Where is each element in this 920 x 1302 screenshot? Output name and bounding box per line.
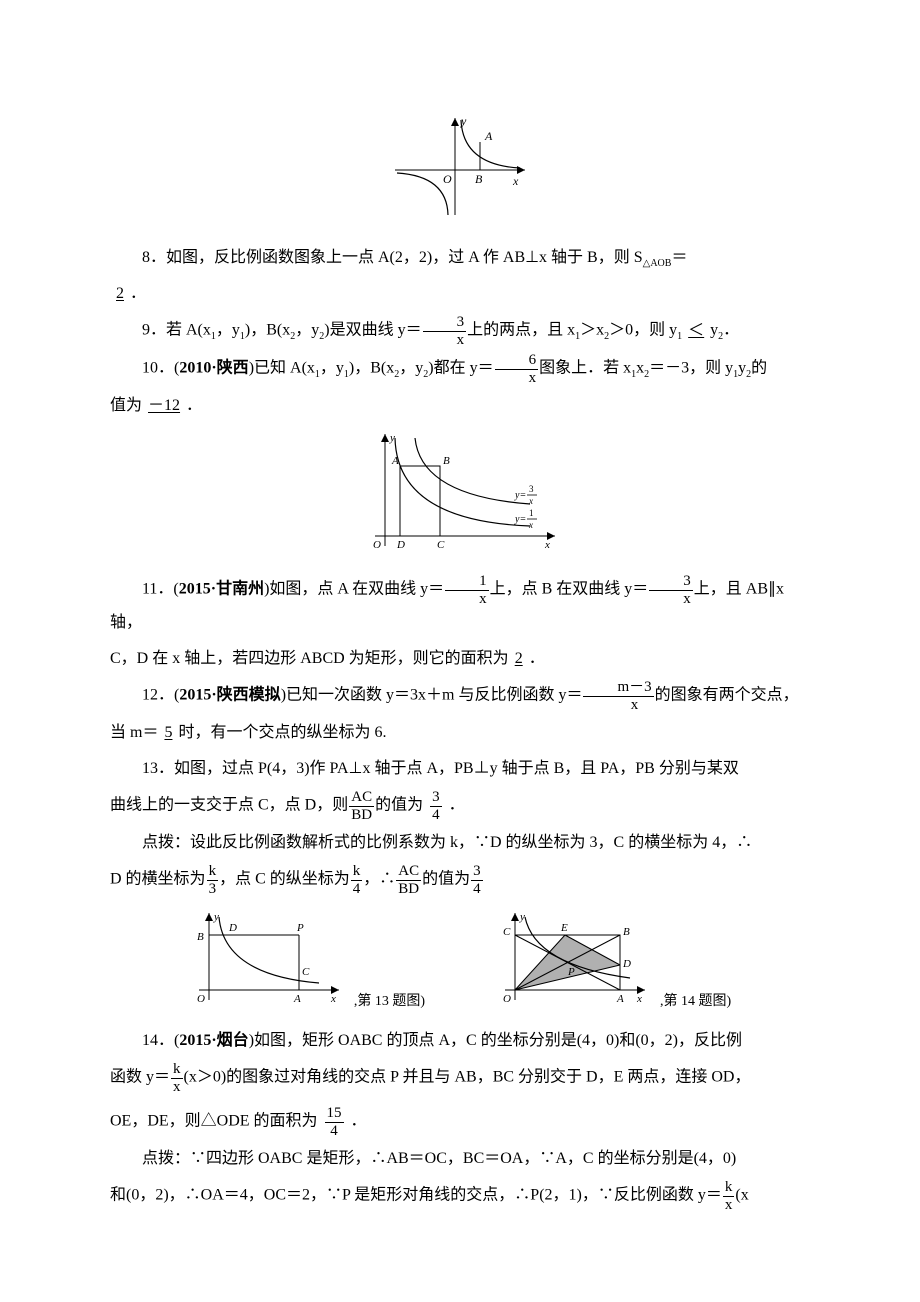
svg-text:x: x bbox=[528, 496, 533, 506]
question-8: 8．如图，反比例函数图象上一点 A(2，2)，过 A 作 AB⊥x 轴于 B，则… bbox=[110, 242, 810, 274]
question-14-line2: 函数 y＝kx(x＞0)的图象过对角线的交点 P 并且与 AB，BC 分别交于 … bbox=[110, 1061, 810, 1095]
svg-text:y=: y= bbox=[514, 514, 526, 525]
svg-text:B: B bbox=[443, 455, 450, 467]
fig8-label-x: x bbox=[512, 174, 519, 188]
fig8-label-O: O bbox=[443, 172, 452, 186]
q8-answer: 2 bbox=[110, 285, 130, 302]
q14-answer: 154 bbox=[318, 1113, 351, 1130]
q11-line2: C，D 在 x 轴上，若四边形 ABCD 为矩形，则它的面积为2． bbox=[110, 643, 810, 675]
svg-text:P: P bbox=[567, 966, 575, 978]
svg-text:y: y bbox=[519, 911, 525, 923]
question-13-hint1: 点拨：设此反比例函数解析式的比例系数为 k，∵D 的纵坐标为 3，C 的横坐标为… bbox=[110, 827, 810, 859]
svg-text:C: C bbox=[437, 539, 445, 551]
question-12: 12．(2015·陕西模拟)已知一次函数 y＝3x＋m 与反比例函数 y＝m－3… bbox=[110, 679, 810, 713]
fig13-caption: ,第 13 题图) bbox=[354, 994, 425, 1009]
fig8-label-A: A bbox=[484, 129, 493, 143]
page: A O B x y 8．如图，反比例函数图象上一点 A(2，2)，过 A 作 A… bbox=[0, 0, 920, 1302]
svg-text:x: x bbox=[528, 520, 533, 530]
svg-text:x: x bbox=[330, 993, 336, 1005]
question-10: 10．(2010·陕西)已知 A(x1，y1)，B(x2，y2)都在 y＝6x图… bbox=[110, 352, 810, 386]
question-11: 11．(2015·甘南州)如图，点 A 在双曲线 y＝1x上，点 B 在双曲线 … bbox=[110, 573, 810, 639]
question-14-line1: 14．(2015·烟台)如图，矩形 OABC 的顶点 A，C 的坐标分别是(4，… bbox=[110, 1025, 810, 1057]
figure-q14: O C E B D P A x y ,第 14 题图) bbox=[495, 905, 731, 1017]
question-14-hint1: 点拨：∵四边形 OABC 是矩形，∴AB＝OC，BC＝OA，∵A，C 的坐标分别… bbox=[110, 1143, 810, 1175]
svg-text:O: O bbox=[197, 993, 205, 1005]
svg-text:A: A bbox=[391, 455, 399, 467]
svg-text:y: y bbox=[389, 432, 395, 444]
svg-text:x: x bbox=[636, 993, 642, 1005]
fig8-label-B: B bbox=[475, 172, 483, 186]
question-14-line3: OE，DE，则△ODE 的面积为154． bbox=[110, 1105, 810, 1139]
q12-line2: 当 m＝5时，有一个交点的纵坐标为 6. bbox=[110, 717, 810, 749]
svg-text:D: D bbox=[622, 958, 631, 970]
svg-text:O: O bbox=[503, 993, 511, 1005]
q12-answer: 5 bbox=[158, 724, 178, 741]
q13-answer: 34 bbox=[423, 797, 449, 814]
question-13-line2: 曲线上的一支交于点 C，点 D，则ACBD的值为34． bbox=[110, 789, 810, 823]
figure-q13: O B D P C A x y ,第 13 题图) bbox=[189, 905, 425, 1017]
svg-text:x: x bbox=[544, 539, 550, 551]
q8-sub: △AOB bbox=[643, 258, 672, 269]
figure-row-13-14: O B D P C A x y ,第 13 题图) bbox=[110, 905, 810, 1017]
svg-text:y: y bbox=[213, 911, 219, 923]
question-13-hint2: D 的横坐标为k3，点 C 的纵坐标为k4，∴ACBD的值为34 bbox=[110, 863, 810, 897]
q10-line2: 值为－12． bbox=[110, 390, 810, 422]
q10-answer: －12 bbox=[142, 397, 186, 414]
q8-text: 8．如图，反比例函数图象上一点 A(2，2)，过 A 作 AB⊥x 轴于 B，则… bbox=[142, 249, 643, 266]
fig14-caption: ,第 14 题图) bbox=[660, 994, 731, 1009]
svg-text:P: P bbox=[296, 922, 304, 934]
q9-frac: 3x bbox=[423, 314, 467, 348]
figure-q11: A B O D C x y y= 3 x y= 1 x bbox=[110, 426, 810, 563]
q10-frac: 6x bbox=[495, 352, 539, 386]
svg-text:A: A bbox=[293, 993, 301, 1005]
svg-text:3: 3 bbox=[529, 484, 534, 494]
svg-text:y=: y= bbox=[514, 490, 526, 501]
q8-answer-line: 2． bbox=[110, 278, 810, 310]
figure-q8: A O B x y bbox=[110, 110, 810, 232]
q8-suffix: ． bbox=[130, 285, 146, 302]
q11-answer: 2 bbox=[509, 650, 529, 667]
fig8-label-y: y bbox=[460, 114, 467, 128]
svg-text:1: 1 bbox=[529, 508, 534, 518]
question-9: 9．若 A(x1，y1)，B(x2，y2)是双曲线 y＝3x上的两点，且 x1＞… bbox=[110, 314, 810, 348]
svg-text:E: E bbox=[560, 922, 568, 934]
svg-text:B: B bbox=[623, 926, 630, 938]
svg-text:A: A bbox=[616, 993, 624, 1005]
svg-text:C: C bbox=[503, 926, 511, 938]
q8-eq: ＝ bbox=[671, 249, 687, 266]
svg-text:D: D bbox=[228, 922, 237, 934]
svg-text:B: B bbox=[197, 931, 204, 943]
question-14-hint2: 和(0，2)，∴OA＝4，OC＝2，∵P 是矩形对角线的交点，∴P(2，1)，∵… bbox=[110, 1179, 810, 1213]
q9-answer: ＜ bbox=[682, 322, 710, 339]
svg-text:D: D bbox=[396, 539, 405, 551]
question-13-line1: 13．如图，过点 P(4，3)作 PA⊥x 轴于点 A，PB⊥y 轴于点 B，且… bbox=[110, 753, 810, 785]
svg-text:O: O bbox=[373, 539, 381, 551]
svg-text:C: C bbox=[302, 966, 310, 978]
